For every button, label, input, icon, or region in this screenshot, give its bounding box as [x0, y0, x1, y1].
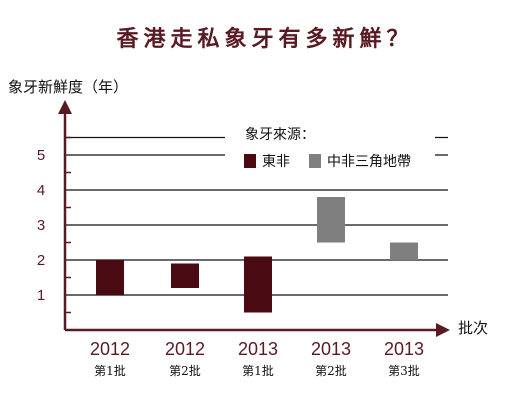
x-tick-year-4: 2013 [311, 339, 351, 359]
legend-label-central-africa: 中非三角地帶 [327, 154, 411, 170]
bar-5 [390, 242, 418, 260]
x-tick-year-1: 2012 [90, 339, 130, 359]
y-axis-label: 象牙新鮮度（年） [8, 78, 128, 96]
y-tick-label-1: 1 [37, 287, 45, 304]
x-axis-arrow [436, 323, 450, 337]
bar-4 [317, 197, 345, 243]
x-tick-year-3: 2013 [238, 339, 278, 359]
legend-label-east-africa: 東非 [262, 154, 290, 170]
legend-swatch-east-africa [244, 154, 256, 168]
bar-3 [244, 256, 272, 313]
chart-title: 香港走私象牙有多新鮮？ [116, 26, 413, 52]
bar-2 [171, 263, 199, 288]
x-tick-batch-3: 第1批 [242, 363, 274, 378]
x-tick-year-5: 2013 [384, 339, 424, 359]
legend-swatch-central-africa [309, 154, 321, 168]
y-tick-labels: 1 2 3 4 5 [37, 147, 45, 304]
legend-box [225, 119, 435, 185]
x-tick-labels: 2012 第1批 2012 第2批 2013 第1批 2013 第2批 2013 第3批 [90, 339, 424, 378]
bar-1 [96, 260, 124, 295]
x-tick-year-2: 2012 [165, 339, 205, 359]
y-axis-arrow [58, 100, 72, 114]
y-tick-label-2: 2 [37, 252, 45, 269]
x-tick-batch-5: 第3批 [388, 363, 420, 378]
axes [58, 100, 450, 337]
y-tick-label-3: 3 [37, 217, 45, 234]
x-tick-batch-4: 第2批 [315, 363, 347, 378]
x-axis-label: 批次 [458, 319, 488, 337]
legend-title: 象牙來源： [245, 127, 315, 143]
y-tick-label-4: 4 [37, 182, 45, 199]
y-tick-label-5: 5 [37, 147, 45, 164]
bars [96, 197, 418, 313]
legend: 象牙來源： 東非 中非三角地帶 [225, 119, 435, 185]
x-tick-batch-1: 第1批 [94, 363, 126, 378]
x-tick-batch-2: 第2批 [169, 363, 201, 378]
